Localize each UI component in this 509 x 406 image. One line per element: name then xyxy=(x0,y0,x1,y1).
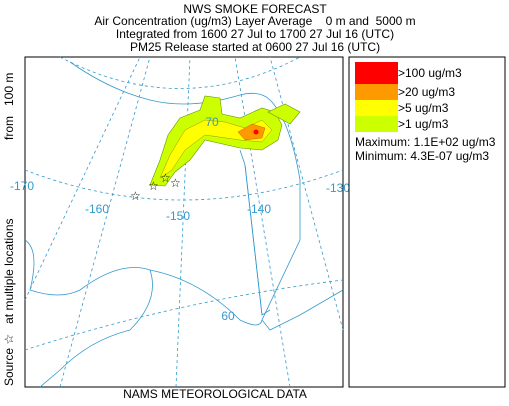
legend-swatch xyxy=(355,62,398,84)
graticule xyxy=(24,169,344,201)
border xyxy=(239,149,271,316)
lon-label: -170 xyxy=(10,179,34,193)
subtitle: Air Concentration (ug/m3) Layer Average … xyxy=(94,14,415,28)
subtitle: Integrated from 1600 27 Jul to 1700 27 J… xyxy=(116,27,394,41)
lon-label: -140 xyxy=(247,202,271,216)
legend-label: >5 ug/m3 xyxy=(398,101,449,115)
lat-label: 60 xyxy=(221,309,235,323)
legend: >100 ug/m3 >20 ug/m3 >5 ug/m3 >1 ug/m3 Maxim… xyxy=(348,56,506,388)
smoke-plume xyxy=(149,95,301,187)
graticule xyxy=(234,56,291,388)
legend-label: >100 ug/m3 xyxy=(398,66,462,80)
graticule xyxy=(24,56,141,301)
sources: ☆☆☆ ☆ xyxy=(130,171,181,203)
lon-label: -130 xyxy=(326,181,350,195)
source-label: Source ☆ at multiple locations xyxy=(2,218,16,386)
map: ☆☆☆ ☆ -170 -160 -150 -140 -130 60 70 xyxy=(10,56,350,388)
graticule xyxy=(59,56,301,89)
svg-text:☆: ☆ xyxy=(170,176,181,190)
legend-swatch xyxy=(355,100,398,116)
lon-label: -160 xyxy=(85,202,109,216)
title: NWS SMOKE FORECAST xyxy=(183,2,327,16)
lon-label: -150 xyxy=(166,209,190,223)
graticule xyxy=(175,56,191,388)
legend-min: Minimum: 4.3E-07 ug/m3 xyxy=(355,149,489,163)
svg-text:☆: ☆ xyxy=(160,171,171,185)
footer: NAMS METEOROLOGICAL DATA xyxy=(123,387,307,401)
subtitle: PM25 Release started at 0600 27 Jul 16 (… xyxy=(130,40,380,54)
height-label: from 100 m xyxy=(2,73,16,140)
svg-text:☆: ☆ xyxy=(130,189,141,203)
legend-swatch xyxy=(355,116,398,132)
legend-swatch xyxy=(355,84,398,100)
graticule xyxy=(24,279,344,351)
legend-label: >20 ug/m3 xyxy=(398,85,455,99)
svg-text:☆: ☆ xyxy=(148,179,159,193)
legend-label: >1 ug/m3 xyxy=(398,117,449,131)
legend-max: Maximum: 1.1E+02 ug/m3 xyxy=(355,135,496,149)
graticule xyxy=(269,56,344,331)
lat-label: 70 xyxy=(205,115,219,129)
coastline xyxy=(24,61,344,388)
